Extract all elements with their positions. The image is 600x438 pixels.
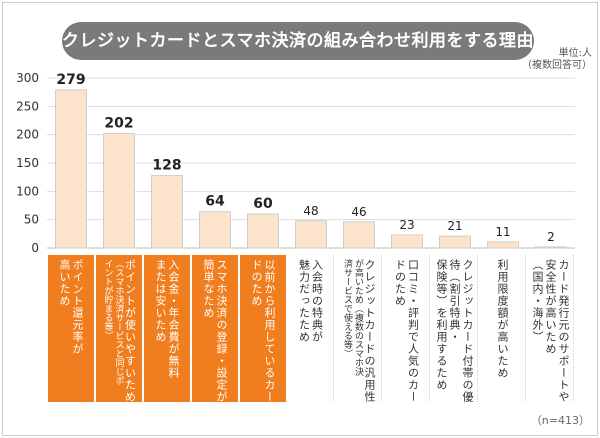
category-label-line: ドのため	[393, 259, 407, 307]
category-label-line: 口コミ・評判で人気のカー	[406, 259, 420, 402]
bar	[343, 221, 375, 249]
bar	[535, 246, 567, 249]
category-label-line: 保険等）を利用するため	[435, 259, 448, 391]
category-label-line: ポイント還元率が	[71, 259, 84, 355]
category-label-line: カード発行元のサポートや	[557, 259, 570, 402]
category-label-line: （国内・海外）	[531, 259, 544, 343]
category-label: 以前から利用しているカー ドのため	[240, 255, 286, 402]
bar	[295, 220, 327, 249]
bar-value-label: 21	[447, 219, 462, 233]
category-label-line: 簡単なため	[202, 259, 215, 319]
category-label-line: 高いため	[58, 259, 71, 307]
bar	[151, 174, 183, 249]
category-label-line: 利用限度額が高いため	[496, 259, 509, 379]
category-label: 入会金・年会費が無料 または安いため	[144, 255, 190, 402]
chart-title: クレジットカードとスマホ決済の組み合わせ利用をする理由	[62, 22, 534, 60]
bar	[487, 241, 519, 249]
y-tick-label: 50	[24, 213, 39, 227]
bar	[247, 213, 279, 249]
category-label: ポイントが使いやすいため （スマホ決済サービスと同じポ イントが貯まる等）	[96, 255, 142, 402]
y-tick-label: 150	[16, 156, 39, 170]
bar-value-label: 202	[104, 116, 133, 132]
category-label-line: 魅力だったため	[297, 259, 311, 343]
bar	[103, 133, 135, 249]
bar-value-label: 64	[205, 194, 225, 210]
bar	[55, 89, 87, 249]
bar-value-label: 46	[351, 205, 366, 219]
bar	[439, 235, 471, 249]
category-label-line: 安全性が高いため	[544, 259, 557, 355]
bar-value-label: 60	[253, 196, 273, 212]
category-label-line: 入会金・年会費が無料	[167, 259, 180, 379]
category-label: 口コミ・評判で人気のカー ドのため	[384, 255, 430, 402]
category-label-line: または安いため	[154, 259, 167, 343]
category-label: ポイント還元率が 高いため	[48, 255, 94, 402]
category-label-line: クレジットカード付帯の優	[461, 259, 474, 402]
category-label-line: ドのため	[250, 259, 263, 307]
category-label: クレジットカードの汎用性 が高いため（複数のスマホ決 済サービスで使える等）	[336, 255, 382, 402]
category-label-line: 済サービスで使える等）	[342, 259, 352, 358]
bar-value-label: 128	[152, 157, 181, 173]
y-tick-label: 200	[16, 128, 39, 142]
category-label-line: スマホ決済の登録・設定が	[215, 259, 228, 402]
bar-value-label: 279	[56, 72, 85, 88]
sample-size-note: （n=413）	[530, 414, 590, 427]
category-label-line: 入会時の特典が	[310, 259, 324, 343]
category-label: スマホ決済の登録・設定が 簡単なため	[192, 255, 238, 402]
y-tick-label: 100	[16, 184, 39, 198]
category-label-line: イントが貯まる等）	[102, 259, 113, 340]
bar-value-label: 2	[547, 230, 555, 244]
y-tick-label: 300	[16, 71, 39, 85]
category-label-line: （スマホ決済サービスと同じポ	[113, 259, 124, 385]
category-label-line: ポイントが使いやすいため	[123, 259, 137, 402]
category-label-line: が高いため（複数のスマホ決	[353, 259, 363, 376]
y-tick-label: 250	[16, 99, 39, 113]
bar-value-label: 23	[399, 218, 414, 232]
bar	[199, 211, 231, 249]
category-label: クレジットカード付帯の優 待（割引特典・ 保険等）を利用するため	[432, 255, 478, 402]
bar	[391, 234, 423, 249]
y-tick-label: 0	[31, 241, 39, 255]
unit-label-line: （複数回答可）	[522, 60, 592, 71]
category-label: 利用限度額が高いため	[480, 255, 526, 402]
unit-label-line: 単位:人	[558, 48, 592, 59]
bar-value-label: 48	[303, 204, 318, 218]
bar-value-label: 11	[495, 225, 510, 239]
category-label-line: 以前から利用しているカー	[263, 259, 276, 402]
unit-label: 単位:人 （複数回答可）	[472, 48, 592, 72]
category-label-line: クレジットカードの汎用性	[363, 259, 376, 402]
category-label-line: 待（割引特典・	[448, 259, 461, 343]
category-label: 入会時の特典が 魅力だったため	[288, 255, 334, 402]
category-label: カード発行元のサポートや 安全性が高いため （国内・海外）	[528, 255, 574, 402]
